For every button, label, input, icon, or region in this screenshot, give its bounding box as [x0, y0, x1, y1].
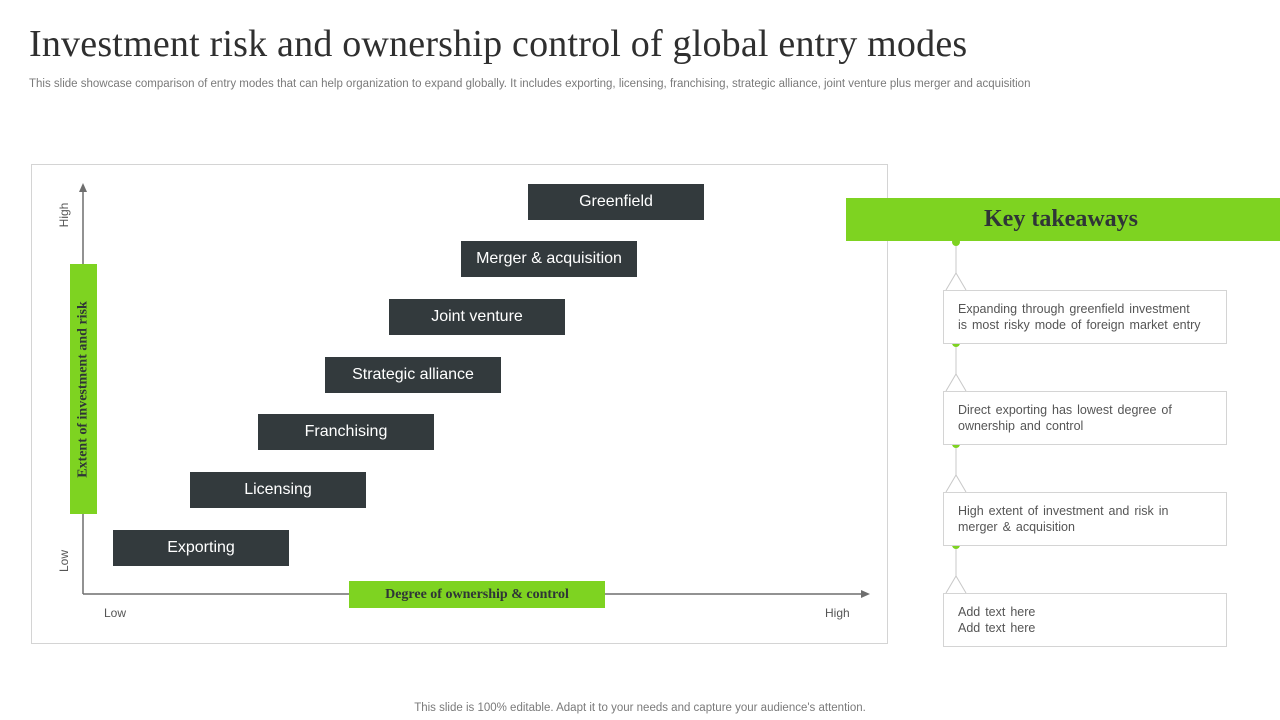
takeaway-card: Expanding through greenfield investment …: [943, 290, 1227, 344]
entry-mode-greenfield: Greenfield: [528, 184, 704, 220]
x-axis-low-label: Low: [104, 606, 126, 620]
x-axis-high-label: High: [825, 606, 850, 620]
takeaway-text: merger & acquisition: [958, 519, 1212, 535]
diagram-frame: [31, 164, 888, 644]
key-takeaways-header: Key takeaways: [846, 198, 1280, 241]
entry-mode-merger-acquisition: Merger & acquisition: [461, 241, 637, 277]
takeaway-text: Add text here: [958, 604, 1212, 620]
takeaway-text: Add text here: [958, 620, 1212, 636]
entry-mode-strategic-alliance: Strategic alliance: [325, 357, 501, 393]
entry-mode-joint-venture: Joint venture: [389, 299, 565, 335]
entry-mode-exporting: Exporting: [113, 530, 289, 566]
page-subtitle: This slide showcase comparison of entry …: [29, 78, 1030, 90]
page-title: Investment risk and ownership control of…: [29, 22, 967, 66]
x-axis-title: Degree of ownership & control: [349, 581, 605, 608]
takeaway-text: Direct exporting has lowest degree of: [958, 402, 1212, 418]
entry-mode-licensing: Licensing: [190, 472, 366, 508]
takeaway-card: Add text here Add text here: [943, 593, 1227, 647]
y-axis-high-label: High: [57, 201, 71, 229]
takeaway-card: Direct exporting has lowest degree of ow…: [943, 391, 1227, 445]
y-axis-low-label: Low: [57, 547, 71, 575]
y-axis-title: Extent of investment and risk: [70, 264, 97, 514]
takeaway-text: is most risky mode of foreign market ent…: [958, 317, 1212, 333]
entry-mode-franchising: Franchising: [258, 414, 434, 450]
takeaway-text: ownership and control: [958, 418, 1212, 434]
takeaway-card: High extent of investment and risk in me…: [943, 492, 1227, 546]
takeaway-text: High extent of investment and risk in: [958, 503, 1212, 519]
takeaway-text: Expanding through greenfield investment: [958, 301, 1212, 317]
footer-note: This slide is 100% editable. Adapt it to…: [0, 702, 1280, 714]
